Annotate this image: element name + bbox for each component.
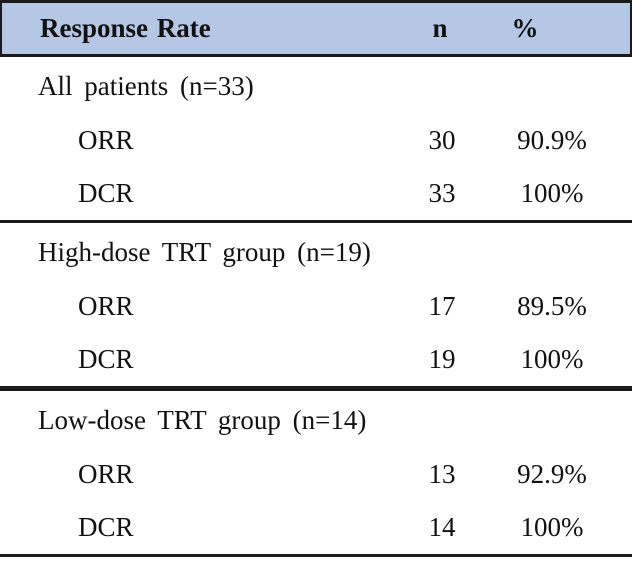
table-header-row: Response Rate n % bbox=[0, 0, 632, 57]
section-low-dose-trt: Low-dose TRT group (n=14) ORR 13 92.9% D… bbox=[0, 391, 632, 557]
row-label: ORR bbox=[78, 125, 134, 155]
table-row: ORR 17 89.5% bbox=[0, 280, 632, 333]
percent-value: 100% bbox=[520, 512, 584, 542]
percent-value: 89.5% bbox=[517, 291, 587, 321]
n-value: 14 bbox=[428, 512, 456, 542]
table-row: ORR 13 92.9% bbox=[0, 448, 632, 501]
group-label-row: Low-dose TRT group (n=14) bbox=[0, 393, 632, 448]
section-high-dose-trt: High-dose TRT group (n=19) ORR 17 89.5% … bbox=[0, 223, 632, 391]
column-header-n: n bbox=[432, 13, 448, 43]
group-label: Low-dose TRT group (n=14) bbox=[38, 405, 367, 435]
row-label: DCR bbox=[78, 512, 134, 542]
group-label-row: High-dose TRT group (n=19) bbox=[0, 225, 632, 280]
percent-value: 90.9% bbox=[517, 125, 587, 155]
row-label: ORR bbox=[78, 459, 134, 489]
row-label: DCR bbox=[78, 344, 134, 374]
n-value: 17 bbox=[428, 291, 456, 321]
row-label: ORR bbox=[78, 291, 134, 321]
group-label-row: All patients (n=33) bbox=[0, 59, 632, 114]
group-label: All patients (n=33) bbox=[38, 71, 254, 101]
column-header-percent: % bbox=[511, 13, 539, 43]
n-value: 33 bbox=[428, 178, 456, 208]
percent-value: 100% bbox=[520, 344, 584, 374]
n-value: 13 bbox=[428, 459, 456, 489]
table-row: DCR 14 100% bbox=[0, 501, 632, 554]
table-row: DCR 19 100% bbox=[0, 333, 632, 386]
row-label: DCR bbox=[78, 178, 134, 208]
table-row: ORR 30 90.9% bbox=[0, 114, 632, 167]
table-row: DCR 33 100% bbox=[0, 167, 632, 220]
percent-value: 100% bbox=[520, 178, 584, 208]
section-all-patients: All patients (n=33) ORR 30 90.9% DCR 33 … bbox=[0, 57, 632, 223]
column-header-response-rate: Response Rate bbox=[40, 13, 211, 43]
percent-value: 92.9% bbox=[517, 459, 587, 489]
n-value: 19 bbox=[428, 344, 456, 374]
group-label: High-dose TRT group (n=19) bbox=[38, 237, 371, 267]
n-value: 30 bbox=[428, 125, 456, 155]
